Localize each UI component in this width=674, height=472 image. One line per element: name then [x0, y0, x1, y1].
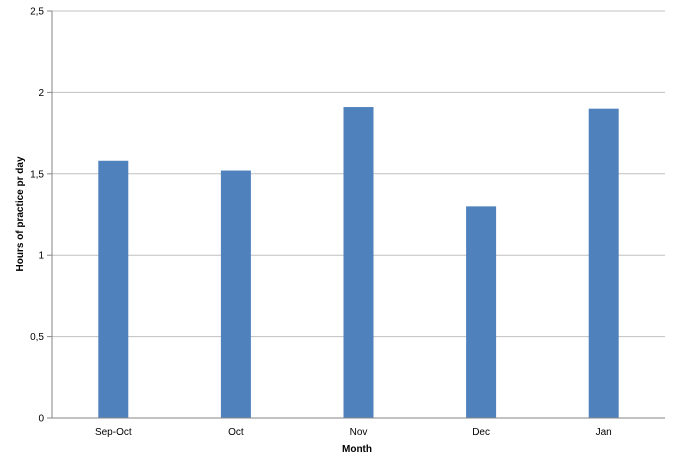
y-tick-labels: 0 0,5 1 1,5 2 2,5: [30, 7, 44, 425]
y-tick-label: 2,5: [30, 7, 44, 18]
y-tick-label: 0: [38, 414, 44, 425]
bar-dec: [466, 206, 497, 418]
bar-sep-oct: [98, 160, 129, 418]
x-tick-label: Sep-Oct: [95, 427, 132, 438]
x-axis-title: Month: [342, 444, 372, 455]
x-tick-label: Dec: [472, 427, 490, 438]
bar-nov: [343, 107, 374, 418]
x-tick-label: Jan: [596, 427, 612, 438]
y-tick-label: 1: [38, 251, 44, 262]
bar-oct: [220, 170, 251, 418]
y-tick-label: 2: [38, 88, 44, 99]
x-tick-labels: Sep-Oct Oct Nov Dec Jan: [95, 427, 612, 438]
bar-jan: [588, 108, 619, 419]
x-tick-label: Oct: [228, 427, 244, 438]
x-tick-label: Nov: [350, 427, 368, 438]
y-tick-label: 1,5: [30, 169, 44, 180]
y-tick-label: 0,5: [30, 332, 44, 343]
y-axis-title: Hours of practice pr day: [15, 156, 26, 271]
bars: [98, 107, 619, 419]
